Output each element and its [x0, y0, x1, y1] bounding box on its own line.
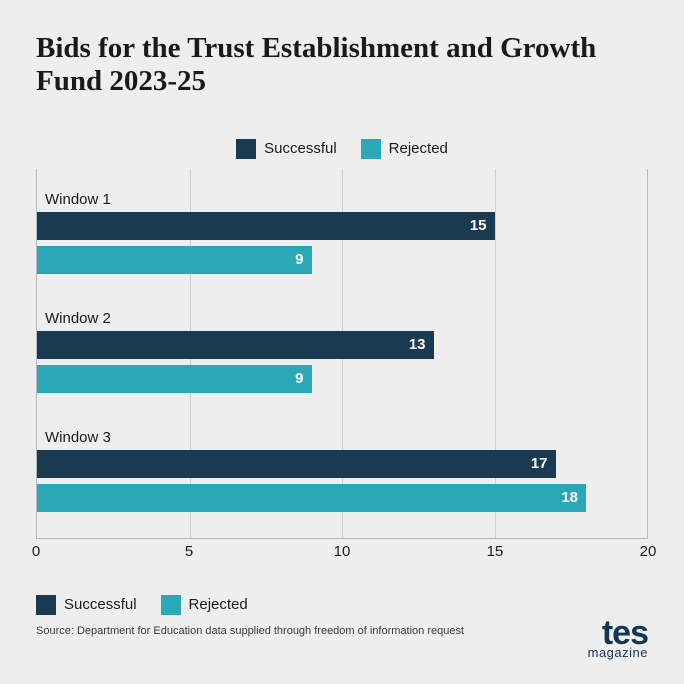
x-tick: 15	[487, 543, 504, 560]
bar-rejected: 18	[37, 484, 586, 512]
x-tick: 20	[640, 543, 657, 560]
publisher-logo: tes magazine	[588, 620, 648, 660]
legend-item-successful: Successful	[236, 139, 337, 159]
chart-title: Bids for the Trust Establishment and Gro…	[36, 32, 648, 99]
bar-row: 9	[37, 246, 647, 274]
bar-successful: 15	[37, 212, 495, 240]
source-note: Source: Department for Education data su…	[36, 625, 648, 637]
x-tick: 0	[32, 543, 40, 560]
logo-line2: magazine	[588, 645, 648, 660]
legend-label-rejected-2: Rejected	[189, 596, 248, 613]
group-label: Window 1	[37, 189, 647, 212]
bar-row: 13	[37, 331, 647, 359]
chart-area: Window 115 9 Window 213 9 Window 317 18	[36, 169, 648, 539]
bar-row: 18	[37, 484, 647, 512]
legend-label-successful: Successful	[264, 140, 337, 157]
bar-rejected: 9	[37, 365, 312, 393]
legend-item-rejected: Rejected	[361, 139, 448, 159]
swatch-rejected	[361, 139, 381, 159]
legend-label-successful-2: Successful	[64, 596, 137, 613]
bar-group: Window 213 9	[37, 308, 647, 399]
bar-successful: 13	[37, 331, 434, 359]
x-tick: 10	[334, 543, 351, 560]
bar-group: Window 317 18	[37, 427, 647, 518]
group-label: Window 3	[37, 427, 647, 450]
bar-row: 17	[37, 450, 647, 478]
group-label: Window 2	[37, 308, 647, 331]
x-axis: 05101520	[36, 539, 648, 567]
bar-group: Window 115 9	[37, 189, 647, 280]
bar-row: 9	[37, 365, 647, 393]
legend-label-rejected: Rejected	[389, 140, 448, 157]
bar-rejected: 9	[37, 246, 312, 274]
bar-row: 15	[37, 212, 647, 240]
swatch-successful-2	[36, 595, 56, 615]
legend-bottom: Successful Rejected	[36, 595, 648, 615]
legend-item-successful-2: Successful	[36, 595, 137, 615]
swatch-successful	[236, 139, 256, 159]
legend-top: Successful Rejected	[36, 139, 648, 159]
swatch-rejected-2	[161, 595, 181, 615]
bar-successful: 17	[37, 450, 556, 478]
x-tick: 5	[185, 543, 193, 560]
legend-item-rejected-2: Rejected	[161, 595, 248, 615]
logo-line1: tes	[588, 620, 648, 647]
